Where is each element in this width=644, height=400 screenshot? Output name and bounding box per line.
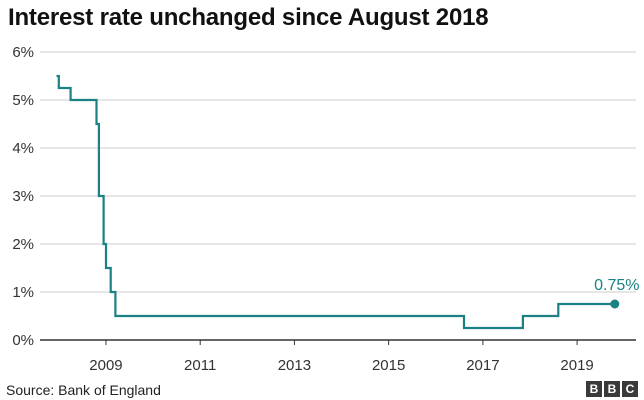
x-tick-label: 2015 <box>372 357 405 374</box>
annotation-layer: 0.75% <box>594 277 639 294</box>
bbc-logo-block: B <box>604 381 620 397</box>
x-tick-label: 2019 <box>560 357 593 374</box>
y-tick-label: 5% <box>12 92 34 109</box>
chart-title: Interest rate unchanged since August 201… <box>8 4 489 31</box>
bbc-logo-block: B <box>586 381 602 397</box>
y-tick-label: 0% <box>12 332 34 349</box>
source-note: Source: Bank of England <box>6 382 161 398</box>
series-layer <box>56 74 620 330</box>
data-label: 0.75% <box>594 277 639 294</box>
bbc-logo-block: C <box>622 381 638 397</box>
gridlines <box>40 51 636 341</box>
x-tick-label: 2009 <box>89 357 122 374</box>
x-tick-label: 2011 <box>184 357 216 374</box>
x-tick-label: 2013 <box>278 357 311 374</box>
y-tick-label: 4% <box>12 140 34 157</box>
bbc-logo: B B C <box>586 381 638 397</box>
x-axis-ticks: 2009 2011 2013 2015 2017 2019 <box>89 340 594 374</box>
y-tick-label: 1% <box>12 284 34 301</box>
y-tick-label: 2% <box>12 236 34 253</box>
x-tick-label: 2017 <box>466 357 499 374</box>
y-tick-label: 6% <box>12 44 34 61</box>
y-axis-ticks: 0% 1% 2% 3% 4% 5% 6% <box>12 44 34 349</box>
series-end-point <box>610 299 620 309</box>
series-line <box>56 74 615 330</box>
y-tick-label: 3% <box>12 188 34 205</box>
